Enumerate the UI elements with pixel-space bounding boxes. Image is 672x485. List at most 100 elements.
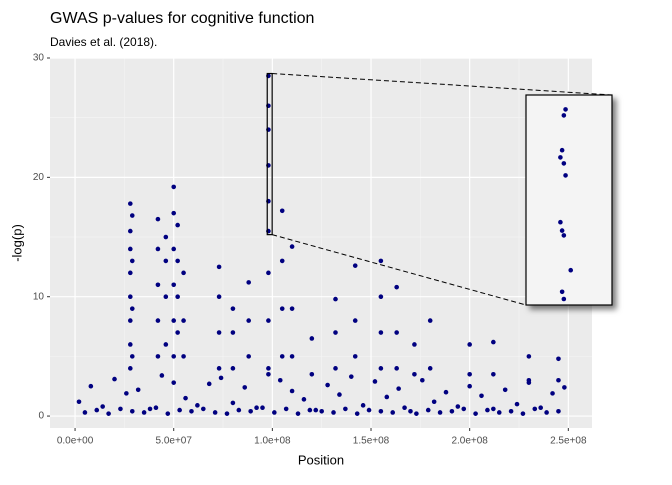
point [171, 184, 177, 190]
point [272, 410, 277, 415]
inset-point [561, 113, 567, 118]
point [309, 371, 315, 377]
point [171, 210, 177, 216]
point [266, 371, 271, 377]
point [128, 270, 133, 276]
y-tick-label: 30 [33, 53, 45, 64]
point [538, 405, 544, 411]
point [279, 258, 285, 264]
y-tick-label: 0 [38, 411, 44, 422]
point [394, 330, 399, 335]
point [76, 399, 82, 405]
point [165, 411, 171, 416]
point [128, 366, 133, 371]
chart-title: GWAS p-values for cognitive function [50, 10, 314, 27]
point [216, 330, 222, 335]
point [491, 339, 496, 345]
inset-point [561, 296, 567, 302]
point [181, 318, 186, 323]
point [325, 382, 330, 388]
point [129, 354, 135, 359]
point [163, 342, 169, 347]
point [171, 380, 177, 385]
point [333, 366, 338, 371]
point [384, 394, 390, 400]
point [502, 387, 508, 393]
y-tick-label: 20 [33, 172, 45, 183]
point [414, 411, 419, 416]
point [427, 318, 433, 323]
point [181, 354, 186, 359]
point [163, 234, 169, 240]
point [88, 383, 94, 389]
point [378, 366, 384, 371]
point [520, 411, 526, 416]
point [556, 377, 561, 383]
point [155, 246, 161, 252]
point [491, 371, 496, 377]
point [94, 407, 100, 413]
point [508, 408, 514, 414]
point [301, 397, 307, 402]
point [309, 336, 315, 341]
inset-point [563, 173, 568, 178]
point [352, 354, 358, 359]
point [319, 408, 324, 414]
point [331, 410, 336, 415]
point [135, 387, 141, 393]
chart-subtitle: Davies et al. (2018). [50, 35, 157, 49]
point [394, 284, 399, 290]
point [177, 407, 182, 413]
inset-point [561, 233, 567, 238]
point [171, 318, 177, 323]
point [230, 330, 236, 335]
point [248, 408, 253, 414]
point [175, 222, 180, 228]
point [216, 366, 222, 371]
x-axis-label: Position [298, 452, 344, 467]
inset-point [559, 228, 565, 233]
point [129, 408, 135, 414]
inset-point [558, 219, 563, 225]
point [242, 385, 248, 390]
point [390, 410, 396, 415]
point [333, 330, 338, 335]
point [437, 410, 443, 415]
point [467, 383, 472, 389]
point [348, 374, 354, 379]
point [183, 395, 188, 401]
point [394, 366, 399, 371]
x-tick-label: 0.0e+00 [57, 436, 94, 447]
point [485, 407, 490, 413]
point [496, 410, 502, 415]
point [295, 411, 301, 416]
point [82, 410, 88, 415]
point [201, 406, 206, 412]
zoom-box [266, 72, 273, 236]
x-tick-label: 1.0e+08 [254, 436, 291, 447]
point [337, 392, 342, 397]
point [175, 258, 180, 264]
point [313, 407, 319, 413]
point [155, 282, 161, 288]
point [254, 405, 259, 411]
point [461, 406, 467, 412]
point [128, 342, 133, 347]
point [396, 386, 401, 391]
point [129, 306, 135, 311]
point [289, 388, 295, 394]
point [206, 381, 212, 387]
y-tick-label: 10 [33, 291, 45, 302]
point [514, 401, 520, 407]
point [372, 379, 378, 384]
point [266, 270, 271, 276]
point [431, 399, 437, 405]
point [473, 411, 478, 416]
point [171, 246, 177, 252]
point [352, 318, 358, 323]
point [378, 258, 384, 264]
point [260, 405, 265, 411]
point [412, 342, 417, 347]
point [378, 330, 384, 335]
